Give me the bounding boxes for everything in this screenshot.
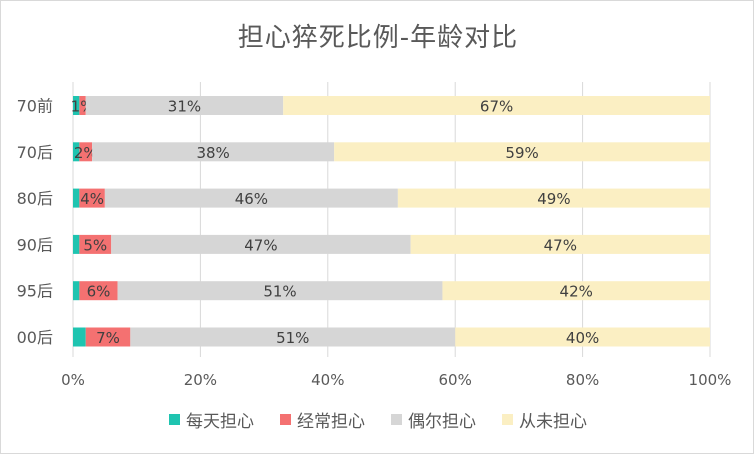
- data-label: 42%: [560, 283, 593, 301]
- bar-segment: [442, 281, 710, 301]
- y-category-label: 95后: [17, 282, 53, 301]
- legend-swatch: [391, 414, 402, 425]
- bar-segment: [73, 142, 80, 162]
- data-label: 49%: [537, 190, 570, 208]
- y-category-label: 70前: [17, 97, 53, 116]
- bar-segment: [73, 96, 80, 115]
- x-tick-label: 40%: [311, 371, 344, 389]
- legend-label: 偶尔担心: [408, 412, 476, 432]
- bar-segment: [79, 96, 86, 115]
- x-tick-label: 20%: [184, 371, 217, 389]
- bar-segment: [79, 188, 105, 208]
- y-category-label: 70后: [17, 143, 53, 162]
- bar-segment: [104, 188, 398, 208]
- bar-segment: [130, 327, 456, 347]
- bar-segment: [334, 142, 710, 162]
- bar-segment: [73, 188, 80, 208]
- data-label: 67%: [480, 98, 513, 116]
- bar-segment: [117, 281, 443, 301]
- data-label: 6%: [87, 283, 111, 301]
- legend-item: 偶尔担心: [391, 407, 476, 432]
- data-label: 51%: [276, 329, 309, 347]
- legend-label: 从未担心: [519, 412, 587, 432]
- bar-segment: [92, 142, 335, 162]
- data-label: 40%: [566, 329, 599, 347]
- bar-segment: [410, 234, 710, 254]
- bar-segment: [79, 281, 118, 301]
- bar-segment: [73, 234, 80, 254]
- chart-title: 担心猝死比例-年龄对比: [237, 23, 519, 53]
- legend-item: 经常担心: [280, 407, 365, 432]
- bar-segment: [79, 234, 112, 254]
- data-label: 31%: [168, 98, 201, 116]
- bar-segment: [111, 234, 411, 254]
- data-label: 51%: [263, 283, 296, 301]
- y-category-label: 80后: [17, 189, 53, 208]
- bar-segment: [85, 327, 131, 347]
- bar-segment: [455, 327, 710, 347]
- data-label: 46%: [235, 190, 268, 208]
- data-label: 5%: [83, 236, 107, 254]
- data-label: 59%: [505, 144, 538, 162]
- chart-legend: 每天担心 经常担心 偶尔担心 从未担心: [1, 407, 754, 432]
- data-label: 7%: [96, 329, 120, 347]
- y-category-label: 90后: [17, 235, 53, 254]
- data-label: 47%: [244, 236, 277, 254]
- legend-item: 每天担心: [169, 407, 254, 432]
- bar-segment: [283, 96, 710, 115]
- legend-label: 经常担心: [297, 412, 365, 432]
- bar-segment: [79, 142, 93, 162]
- legend-swatch: [169, 414, 180, 425]
- legend-swatch: [280, 414, 291, 425]
- data-label: 4%: [80, 190, 104, 208]
- y-category-label: 00后: [17, 328, 53, 347]
- legend-swatch: [502, 414, 513, 425]
- data-label: 2%: [74, 144, 98, 162]
- data-label: 38%: [196, 144, 229, 162]
- legend-item: 从未担心: [502, 407, 587, 432]
- x-tick-label: 60%: [439, 371, 472, 389]
- bar-segment: [73, 327, 86, 347]
- bar-segment: [85, 96, 284, 115]
- bar-segment: [397, 188, 710, 208]
- x-tick-label: 100%: [689, 371, 732, 389]
- x-tick-label: 80%: [566, 371, 599, 389]
- data-label: 47%: [544, 236, 577, 254]
- legend-label: 每天担心: [186, 412, 254, 432]
- bar-segment: [73, 281, 80, 301]
- x-tick-label: 0%: [61, 371, 85, 389]
